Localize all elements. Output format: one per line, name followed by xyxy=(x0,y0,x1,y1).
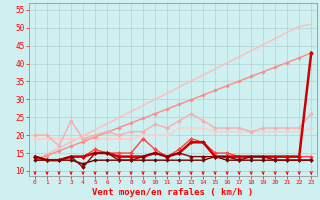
X-axis label: Vent moyen/en rafales ( km/h ): Vent moyen/en rafales ( km/h ) xyxy=(92,188,254,197)
